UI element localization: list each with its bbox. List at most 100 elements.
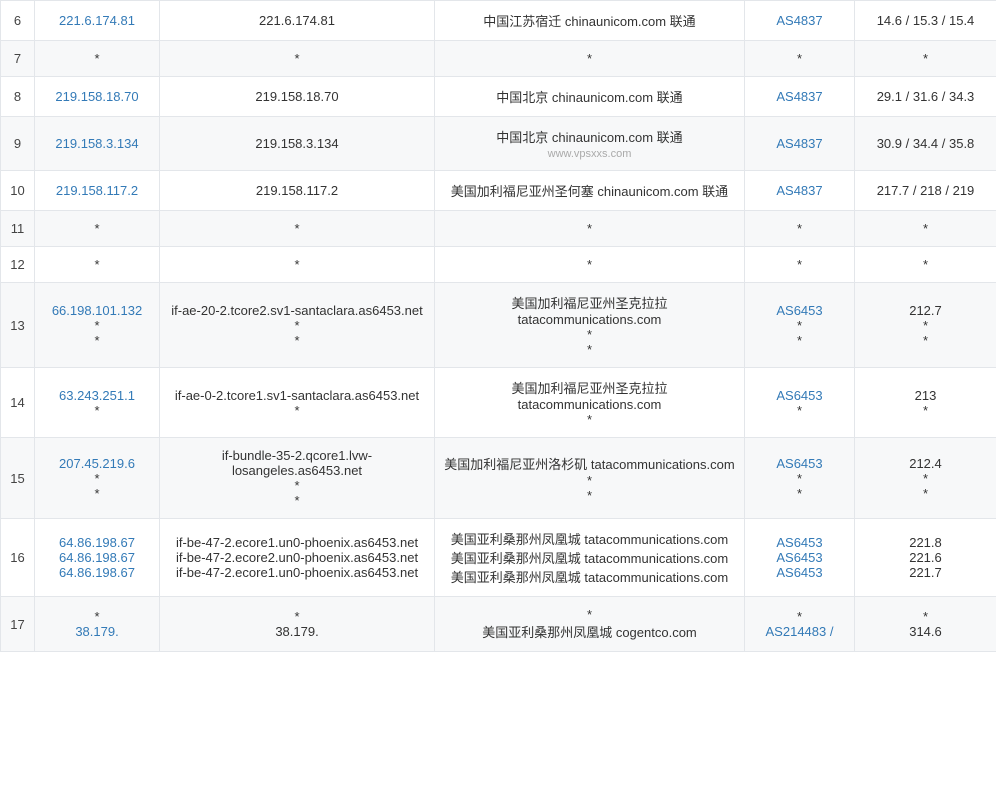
ip-cell: 207.45.219.6** — [35, 438, 160, 519]
host-value: * — [168, 51, 426, 66]
rtt-value: * — [863, 257, 988, 272]
host-value: * — [168, 221, 426, 236]
host-value: if-be-47-2.ecore1.un0-phoenix.as6453.net — [168, 535, 426, 550]
ip-cell: *38.179. — [35, 597, 160, 652]
asn-value[interactable]: AS4837 — [753, 13, 846, 28]
asn-cell: AS6453* — [745, 368, 855, 438]
ip-value[interactable]: 221.6.174.81 — [43, 13, 151, 28]
table-row: 15207.45.219.6**if-bundle-35-2.qcore1.lv… — [1, 438, 996, 519]
host-value: 38.179. — [168, 624, 426, 639]
asn-cell: AS4837 — [745, 77, 855, 117]
asn-cell: AS6453** — [745, 283, 855, 368]
rtt-value: * — [863, 318, 988, 333]
asn-value[interactable]: AS6453 — [753, 388, 846, 403]
table-row: 11***** — [1, 211, 996, 247]
rtt-value: 314.6 — [863, 624, 988, 639]
location-cell: 中国北京 chinaunicom.com 联通 — [435, 77, 745, 117]
ip-value[interactable]: 219.158.18.70 — [43, 89, 151, 104]
ip-value[interactable]: 219.158.3.134 — [43, 136, 151, 151]
asn-value[interactable]: AS4837 — [753, 136, 846, 151]
location-cell: * — [435, 247, 745, 283]
ip-value[interactable]: 64.86.198.67 — [43, 565, 151, 580]
location-cell: 美国加利福尼亚州洛杉矶 tatacommunications.com** — [435, 438, 745, 519]
ip-value: * — [43, 51, 151, 66]
location-value: 中国北京 chinaunicom.com 联通 — [443, 127, 736, 146]
ip-cell: 66.198.101.132** — [35, 283, 160, 368]
location-value: 美国亚利桑那州凤凰城 tatacommunications.com — [443, 548, 736, 567]
table-row: 1664.86.198.6764.86.198.6764.86.198.67if… — [1, 519, 996, 597]
rtt-value: 221.6 — [863, 550, 988, 565]
rtt-value: 221.8 — [863, 535, 988, 550]
ip-value[interactable]: 66.198.101.132 — [43, 303, 151, 318]
ip-value[interactable]: 207.45.219.6 — [43, 456, 151, 471]
asn-value[interactable]: AS6453 — [753, 456, 846, 471]
host-cell: 219.158.117.2 — [160, 171, 435, 211]
ip-value: * — [43, 221, 151, 236]
hop-cell: 6 — [1, 1, 35, 41]
ip-value: * — [43, 403, 151, 418]
rtt-value: * — [863, 471, 988, 486]
ip-cell: 63.243.251.1* — [35, 368, 160, 438]
ip-value[interactable]: 219.158.117.2 — [43, 183, 151, 198]
rtt-value: 221.7 — [863, 565, 988, 580]
ip-cell: * — [35, 41, 160, 77]
asn-value[interactable]: AS6453 — [753, 565, 846, 580]
host-cell: * — [160, 247, 435, 283]
asn-value: * — [753, 333, 846, 348]
rtt-cell: 213* — [855, 368, 996, 438]
location-value: 美国加利福尼亚州圣何塞 chinaunicom.com 联通 — [443, 181, 736, 200]
ip-value: * — [43, 257, 151, 272]
watermark-text: www.vpsxxs.com — [443, 148, 736, 160]
asn-value[interactable]: AS6453 — [753, 303, 846, 318]
asn-value: * — [753, 403, 846, 418]
asn-value[interactable]: AS4837 — [753, 89, 846, 104]
asn-cell: * — [745, 247, 855, 283]
rtt-cell: 14.6 / 15.3 / 15.4 — [855, 1, 996, 41]
asn-cell: * — [745, 41, 855, 77]
asn-value[interactable]: AS6453 — [753, 535, 846, 550]
rtt-value: 14.6 / 15.3 / 15.4 — [863, 13, 988, 28]
rtt-value: * — [863, 51, 988, 66]
table-row: 10 219.158.117.2 219.158.117.2 美国加利福尼亚州圣何塞 … — [1, 171, 996, 211]
ip-value: * — [43, 471, 151, 486]
ip-cell: 219.158.3.134 — [35, 117, 160, 171]
ip-value[interactable]: 38.179. — [43, 624, 151, 639]
table-row: 6221.6.174.81221.6.174.81中国江苏宿迁 chinauni… — [1, 1, 996, 41]
hop-cell: 12 — [1, 247, 35, 283]
rtt-value: * — [863, 609, 988, 624]
host-cell: if-ae-0-2.tcore1.sv1-santaclara.as6453.n… — [160, 368, 435, 438]
rtt-cell: 30.9 / 34.4 / 35.8 — [855, 117, 996, 171]
host-value: 221.6.174.81 — [168, 13, 426, 28]
ip-value[interactable]: 64.86.198.67 — [43, 550, 151, 565]
location-value: * — [443, 327, 736, 342]
table-row: 9219.158.3.134219.158.3.134中国北京 chinauni… — [1, 117, 996, 171]
location-value: * — [443, 488, 736, 503]
asn-cell: * — [745, 211, 855, 247]
hop-cell: 13 — [1, 283, 35, 368]
asn-cell: AS4837 — [745, 171, 855, 211]
ip-value[interactable]: 63.243.251.1 — [43, 388, 151, 403]
host-value: if-bundle-35-2.qcore1.lvw-losangeles.as6… — [168, 448, 426, 478]
hop-cell: 16 — [1, 519, 35, 597]
host-value: 219.158.18.70 — [168, 89, 426, 104]
asn-value[interactable]: AS214483 / — [753, 624, 846, 639]
host-value: if-be-47-2.ecore2.un0-phoenix.as6453.net — [168, 550, 426, 565]
hop-cell: 11 — [1, 211, 35, 247]
hop-cell: 7 — [1, 41, 35, 77]
hop-cell: 10 — [1, 171, 35, 211]
rtt-value: 30.9 / 34.4 / 35.8 — [863, 136, 988, 151]
ip-cell: * — [35, 211, 160, 247]
location-cell: 美国亚利桑那州凤凰城 tatacommunications.com美国亚利桑那州… — [435, 519, 745, 597]
location-cell: 美国加利福尼亚州圣何塞 chinaunicom.com 联通 — [435, 171, 745, 211]
rtt-cell: * — [855, 247, 996, 283]
ip-value[interactable]: 64.86.198.67 — [43, 535, 151, 550]
rtt-cell: * — [855, 41, 996, 77]
asn-value: * — [753, 51, 846, 66]
ip-value: * — [43, 486, 151, 501]
asn-value[interactable]: AS6453 — [753, 550, 846, 565]
location-cell: 美国加利福尼亚州圣克拉拉 tatacommunications.com* — [435, 368, 745, 438]
location-value: 美国加利福尼亚州圣克拉拉 tatacommunications.com — [443, 378, 736, 412]
ip-cell: 64.86.198.6764.86.198.6764.86.198.67 — [35, 519, 160, 597]
host-cell: 219.158.3.134 — [160, 117, 435, 171]
asn-value[interactable]: AS4837 — [753, 183, 846, 198]
